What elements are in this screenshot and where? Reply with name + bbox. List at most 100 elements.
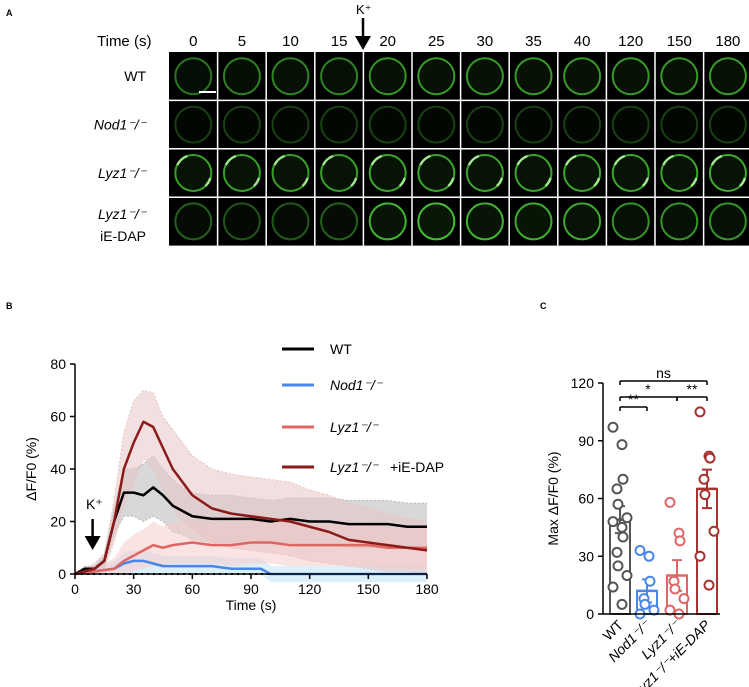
data-point <box>708 525 720 537</box>
cell-membrane <box>611 202 650 241</box>
cell-hotspot <box>419 154 431 166</box>
cell-interior <box>369 155 406 191</box>
cell-interior <box>321 203 358 240</box>
cell-interior <box>709 58 746 95</box>
series-line <box>74 420 428 576</box>
time-label: 20 <box>379 33 396 50</box>
significance-label: ** <box>687 381 698 397</box>
cell-hotspot <box>564 154 577 166</box>
data-point <box>639 598 651 610</box>
cell-membrane <box>465 57 504 96</box>
cell-interior <box>466 58 503 95</box>
cell-membrane <box>271 105 310 144</box>
stimulus-arrow-label: K⁺ <box>356 2 372 17</box>
data-point <box>612 498 624 510</box>
cell-interior <box>612 58 649 95</box>
cell-interior <box>223 58 260 95</box>
cell-membrane <box>660 202 699 241</box>
cell-hotspot <box>467 154 480 166</box>
cell-interior <box>369 203 406 240</box>
data-point <box>634 544 646 556</box>
stimulus-annotation: K⁺ <box>86 496 103 512</box>
data-point <box>621 570 633 581</box>
cell-membrane <box>514 57 553 96</box>
y-tick-label: 90 <box>578 433 594 449</box>
cell-interior <box>223 155 260 191</box>
cell-interior <box>321 155 358 191</box>
time-label: 35 <box>525 33 542 50</box>
time-label: 10 <box>282 33 299 50</box>
legend-suffix: +iE-DAP <box>390 459 444 475</box>
row-label-sub: iE-DAP <box>100 228 146 244</box>
cell-interior <box>272 58 309 95</box>
cell-hotspot <box>710 154 723 166</box>
data-point <box>643 550 655 562</box>
cell-interior <box>661 58 698 95</box>
data-point <box>698 473 710 485</box>
cell-membrane <box>465 105 504 144</box>
data-point <box>616 598 628 610</box>
x-tick-label: 90 <box>243 581 259 597</box>
data-point <box>617 531 629 543</box>
legend-label: Lyz1⁻/⁻ <box>330 459 380 475</box>
data-point <box>607 581 619 593</box>
cell-membrane <box>320 57 359 96</box>
cell-interior <box>272 155 309 191</box>
cell-membrane <box>660 105 699 144</box>
cell-membrane <box>563 57 602 96</box>
data-point <box>607 421 619 433</box>
cell-membrane <box>174 105 213 144</box>
cell-interior <box>272 203 309 240</box>
data-point <box>611 483 623 495</box>
y-tick-label: 20 <box>50 514 66 530</box>
cell-interior <box>175 203 212 240</box>
cell-membrane <box>563 154 602 192</box>
cell-hotspot <box>690 177 698 187</box>
data-point <box>612 560 624 572</box>
cell-membrane <box>222 154 261 192</box>
y-tick-label: 60 <box>50 409 66 425</box>
x-tick-label: 150 <box>357 581 381 597</box>
band-edge <box>74 389 428 575</box>
cell-membrane <box>708 57 747 96</box>
cell-membrane <box>417 202 456 241</box>
cell-membrane <box>563 105 602 144</box>
cell-hotspot <box>447 177 455 187</box>
cell-membrane <box>271 154 310 192</box>
cell-hotspot <box>495 177 504 187</box>
time-labels: 0 5 10 15 20 25 30 35 40 120 150 180 <box>189 33 740 50</box>
cell-interior <box>515 155 552 191</box>
panel-a: A Time (s) 0 5 10 15 20 25 30 35 40 120 150 180 K⁺ … <box>6 2 749 246</box>
series-line <box>74 541 427 576</box>
data-point <box>621 512 633 524</box>
cell-membrane <box>271 202 310 241</box>
cell-membrane <box>611 57 650 96</box>
panel-b-letter: B <box>6 301 13 311</box>
data-point <box>611 546 623 558</box>
cell-membrane <box>465 154 504 192</box>
panel-c-letter: C <box>540 301 547 311</box>
cell-interior <box>466 203 503 240</box>
cell-membrane <box>611 105 650 144</box>
cell-interior <box>175 58 212 95</box>
cell-interior <box>661 203 698 240</box>
data-point <box>704 452 716 464</box>
y-tick-label: 0 <box>586 606 594 622</box>
time-header-label: Time (s) <box>97 33 151 50</box>
cell-membrane <box>320 105 359 144</box>
cell-hotspot <box>370 154 383 166</box>
cell-membrane <box>417 57 456 96</box>
legend-label: WT <box>330 341 352 357</box>
row-labels: WT Nod1⁻/⁻ Lyz1⁻/⁻ Lyz1⁻/⁻ iE-DAP <box>94 68 148 244</box>
panel-c: C WTNod1⁻/⁻Lyz1⁻/⁻Lyz1⁻/⁻+iE-DAP03060901… <box>540 301 720 687</box>
cell-membrane <box>368 105 407 144</box>
data-point <box>674 535 686 547</box>
cell-membrane <box>417 105 456 144</box>
cell-membrane <box>222 57 261 96</box>
cell-hotspot <box>593 177 601 187</box>
data-point <box>616 521 628 533</box>
cell-membrane <box>514 202 553 241</box>
cell-membrane <box>563 202 602 241</box>
y-tick-label: 30 <box>578 548 594 564</box>
y-tick-label: 40 <box>50 461 66 477</box>
